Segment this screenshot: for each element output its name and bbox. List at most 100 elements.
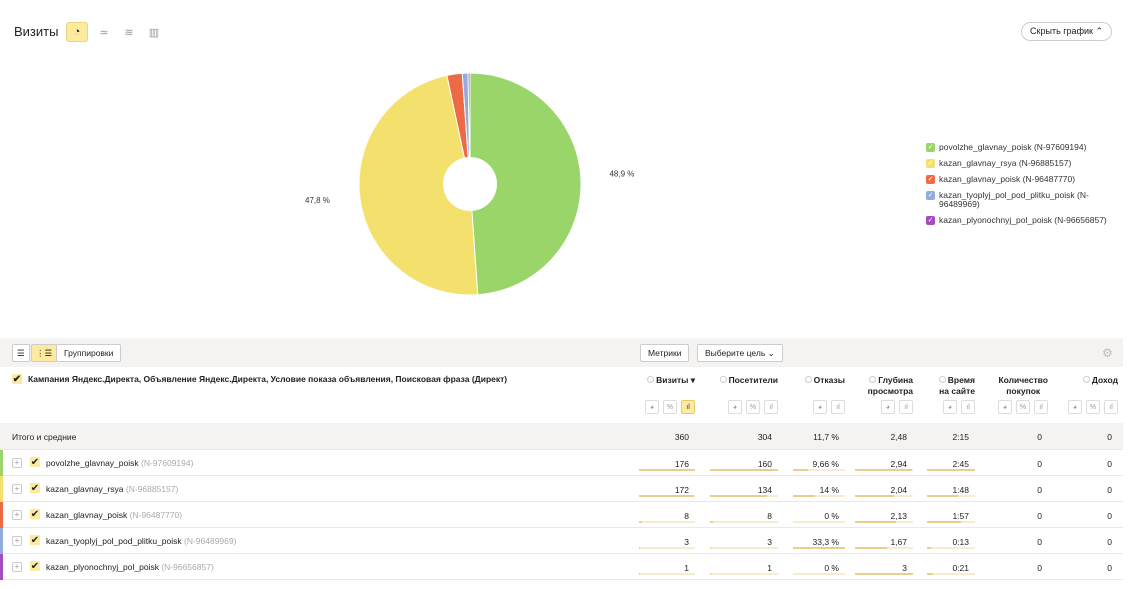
cell-value: 3 xyxy=(767,537,772,547)
help-icon[interactable] xyxy=(1082,376,1090,383)
percent-icon[interactable]: % xyxy=(1016,400,1030,414)
legend-label: kazan_tyoplyj_pol_pod_plitku_poisk (N-96… xyxy=(939,190,1089,209)
row-checkbox-icon[interactable]: ✔ xyxy=(30,456,40,468)
expand-icon[interactable]: + xyxy=(12,536,22,546)
row-checkbox-icon[interactable]: ✔ xyxy=(30,508,40,520)
pie-icon[interactable]: ◔ xyxy=(66,22,88,42)
row-color-marker xyxy=(0,450,3,476)
cell-value: 2:45 xyxy=(952,459,969,469)
help-icon[interactable] xyxy=(938,376,946,383)
metrics-button[interactable]: Метрики xyxy=(640,344,690,362)
donut-hole xyxy=(443,157,497,211)
legend-checkbox-icon[interactable]: ✓ xyxy=(926,175,935,184)
legend-checkbox-icon[interactable]: ✓ xyxy=(926,143,935,152)
help-icon[interactable] xyxy=(869,376,877,383)
checkbox-icon[interactable]: ✔ xyxy=(12,373,22,385)
report-title: Визиты xyxy=(14,24,59,39)
help-icon[interactable] xyxy=(804,376,812,383)
table-row[interactable]: + ✔ kazan_glavnay_poisk (N-96487770) 8 8 0 % 2… xyxy=(0,502,1123,528)
cell-value: 2,13 xyxy=(890,511,907,521)
row-checkbox-icon[interactable]: ✔ xyxy=(30,482,40,494)
bar-chart-icon[interactable]: ıl xyxy=(899,400,913,414)
pie-icon[interactable]: ◕ xyxy=(645,400,659,414)
pie-slice[interactable] xyxy=(469,72,582,296)
cell-value: 9,66 % xyxy=(812,459,839,469)
column-header[interactable]: Доход xyxy=(1082,375,1118,386)
goal-select[interactable]: Выберите цель ⌄ xyxy=(697,344,783,362)
row-color-marker xyxy=(0,554,3,580)
bar-chart-icon[interactable]: ıl xyxy=(1034,400,1048,414)
column-header[interactable]: Время на сайте xyxy=(938,375,975,397)
percent-icon[interactable]: % xyxy=(1086,400,1100,414)
row-checkbox-icon[interactable]: ✔ xyxy=(30,560,40,572)
cell-bar xyxy=(639,547,695,549)
cell-bar xyxy=(927,495,975,497)
hide-chart-button[interactable]: Скрыть график ⌃ xyxy=(1021,22,1112,41)
cell-bar xyxy=(927,521,975,523)
column-label: Отказы xyxy=(813,375,845,385)
help-icon[interactable] xyxy=(719,376,727,383)
percent-icon[interactable]: % xyxy=(663,400,677,414)
legend-checkbox-icon[interactable]: ✓ xyxy=(926,191,935,200)
row-id: (N-97609194) xyxy=(141,458,194,468)
bar-icon[interactable]: ▥ xyxy=(148,26,160,39)
bar-chart-icon[interactable]: ıl xyxy=(831,400,845,414)
expand-icon[interactable]: + xyxy=(12,562,22,572)
pie-icon[interactable]: ◕ xyxy=(1068,400,1082,414)
table-row[interactable]: + ✔ povolzhe_glavnay_poisk (N-97609194) 176… xyxy=(0,450,1123,476)
bar-chart-icon[interactable]: ıl xyxy=(1104,400,1118,414)
groupings-button[interactable]: Группировки xyxy=(56,344,122,362)
column-label: Глубина xyxy=(878,375,913,385)
pie-slice[interactable] xyxy=(467,72,471,185)
cell-bar xyxy=(710,573,778,575)
column-header[interactable]: Посетители xyxy=(719,375,778,386)
tree-view-button[interactable]: ⋮☰ xyxy=(31,344,58,362)
cell-value: 0 xyxy=(1037,563,1042,573)
column-header[interactable]: Количество покупок xyxy=(998,375,1048,397)
legend-item[interactable]: ✓ kazan_glavnay_rsya (N-96885157) xyxy=(926,159,1116,168)
table-row[interactable]: + ✔ kazan_tyoplyj_pol_pod_plitku_poisk (N-… xyxy=(0,528,1123,554)
bar-chart-icon[interactable]: ıl xyxy=(681,400,695,414)
help-icon[interactable] xyxy=(647,376,655,383)
pie-icon[interactable]: ◕ xyxy=(881,400,895,414)
column-label: Время xyxy=(947,375,975,385)
pie-icon[interactable]: ◕ xyxy=(728,400,742,414)
expand-icon[interactable]: + xyxy=(12,458,22,468)
percent-icon[interactable]: % xyxy=(746,400,760,414)
cell-bar xyxy=(639,521,695,523)
column-header[interactable]: Глубина просмотра xyxy=(868,375,913,397)
pie-icon[interactable]: ◕ xyxy=(943,400,957,414)
line-icon[interactable]: ≃ xyxy=(99,26,109,39)
expand-icon[interactable]: + xyxy=(12,484,22,494)
legend-checkbox-icon[interactable]: ✓ xyxy=(926,216,935,225)
column-header[interactable]: Визиты ▾ xyxy=(647,375,695,386)
legend-item[interactable]: ✓ kazan_tyoplyj_pol_pod_plitku_poisk (N-9… xyxy=(926,191,1116,209)
column-header[interactable]: Отказы xyxy=(804,375,845,386)
cell-bar-fill xyxy=(927,547,931,549)
cell-value: 33,3 % xyxy=(812,537,839,547)
table-row[interactable]: + ✔ kazan_plyonochnyj_pol_poisk (N-9665685… xyxy=(0,554,1123,580)
expand-icon[interactable]: + xyxy=(12,510,22,520)
legend-item[interactable]: ✓ kazan_glavnay_poisk (N-96487770) xyxy=(926,175,1116,184)
area-icon[interactable]: ≋ xyxy=(124,26,134,39)
row-checkbox-icon[interactable]: ✔ xyxy=(30,534,40,546)
bar-chart-icon[interactable]: ıl xyxy=(961,400,975,414)
table-row[interactable]: + ✔ kazan_glavnay_rsya (N-96885157) 172 134 1… xyxy=(0,476,1123,502)
cell-value: 0 % xyxy=(824,511,839,521)
cell-bar xyxy=(710,495,778,497)
legend-item[interactable]: ✓ povolzhe_glavnay_poisk (N-97609194) xyxy=(926,143,1116,152)
bar-chart-icon[interactable]: ıl xyxy=(764,400,778,414)
cell-value: 0 % xyxy=(824,563,839,573)
gear-icon[interactable]: ⚙ xyxy=(1102,346,1113,360)
cell-bar xyxy=(793,469,845,471)
pie-icon[interactable]: ◕ xyxy=(813,400,827,414)
legend-checkbox-icon[interactable]: ✓ xyxy=(926,159,935,168)
column-label-line2: просмотра xyxy=(867,386,913,396)
list-view-button[interactable]: ☰ xyxy=(12,344,30,362)
pie-slice[interactable] xyxy=(358,74,479,296)
cell-bar xyxy=(927,469,975,471)
legend-item[interactable]: ✓ kazan_plyonochnyj_pol_poisk (N-96656857… xyxy=(926,216,1116,225)
row-name: kazan_glavnay_poisk (N-96487770) xyxy=(46,510,182,520)
cell-bar-fill xyxy=(855,469,912,471)
pie-icon[interactable]: ◕ xyxy=(998,400,1012,414)
